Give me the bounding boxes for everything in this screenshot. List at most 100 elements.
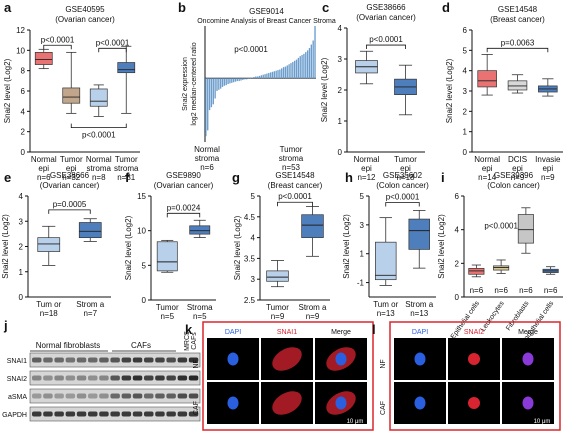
y-tick-label: 3 (360, 221, 365, 230)
y-tick-label: 0 (455, 293, 460, 302)
panel-title: GSE39396 (494, 171, 534, 180)
y-tick-label: 12 (16, 26, 25, 35)
category-label: stroma (87, 164, 112, 173)
blot-band (166, 357, 176, 363)
box-1 (408, 218, 430, 250)
scale-label: 10 μm (534, 419, 551, 425)
panel-title: GSE35602 (383, 171, 423, 180)
row-label: NF (193, 359, 200, 368)
nucleus (227, 352, 239, 366)
n-label: n=6 (544, 286, 558, 295)
waterfall-bar (292, 61, 294, 79)
y-axis-label: Snai2 level (Log2) (3, 58, 12, 123)
waterfall-bar (240, 78, 242, 81)
blot-band (132, 357, 143, 363)
n-label: n=9 (271, 312, 285, 321)
n-label: n=18 (40, 309, 59, 318)
group-label: stroma (279, 154, 304, 163)
blot-band (65, 411, 76, 417)
nucleus-stain (468, 353, 480, 365)
waterfall-bar (275, 70, 277, 79)
n-label: n=31 (117, 173, 136, 182)
waterfall-bar (271, 71, 274, 79)
box-1 (189, 225, 211, 235)
n-label: n=12 (357, 173, 376, 182)
blot-band (144, 411, 154, 417)
n-label: n=6 (37, 173, 51, 182)
p-value-label: p=0.0005 (53, 200, 87, 209)
y-tick-label: 3.5 (244, 254, 256, 263)
category-label: DCIS (508, 155, 527, 164)
waterfall-bar (277, 70, 279, 79)
blot-band (88, 393, 98, 399)
category-label: epi (512, 164, 523, 173)
p-value-label: p<0.0001 (386, 192, 420, 201)
y-tick-label: 10 (16, 46, 25, 55)
blot-band (54, 357, 64, 363)
panel-title: GSE9890 (166, 171, 201, 180)
category-label: Strom a (405, 300, 434, 309)
nucleus (522, 396, 534, 410)
category-label: Tumor (60, 155, 83, 164)
panel-letter: g (232, 170, 240, 185)
blot-band (65, 357, 76, 363)
blot-band (110, 411, 120, 417)
y-tick-label: 2 (463, 107, 468, 116)
blot-band (54, 393, 64, 399)
blot-band (121, 375, 132, 381)
waterfall-bar (245, 78, 248, 80)
waterfall-bar (294, 60, 296, 79)
waterfall-bar (210, 78, 213, 108)
blot-band (99, 393, 109, 399)
cell-body (272, 391, 302, 415)
significance-bracket (70, 123, 127, 128)
y-tick-label: 0 (463, 148, 468, 157)
panel-subtitle: (Colon cancer) (376, 181, 429, 190)
waterfall-bar (303, 53, 305, 79)
blot-group-label: CAFs (191, 332, 198, 350)
n-label: n=18 (396, 173, 415, 182)
blot-row-label: aSMA (8, 394, 27, 401)
waterfall-bar (299, 56, 301, 79)
waterfall-bar (255, 76, 257, 79)
blot-band (121, 411, 132, 417)
y-tick-label: 6 (21, 87, 26, 96)
nucleus (227, 396, 239, 410)
blot-band (32, 357, 42, 363)
y-tick-label: 1 (19, 268, 24, 277)
waterfall-bar (268, 72, 270, 79)
p-value-label: p<0.0001 (278, 192, 312, 201)
box-plot-panel-h: -1 1 3 5 GSE35602(Colon cancer) Snai2 level (… (342, 170, 436, 318)
box-1 (507, 80, 528, 91)
box-0 (375, 241, 397, 281)
n-label: n=6 (200, 163, 214, 172)
waterfall-bar (238, 78, 240, 82)
blot-band (99, 357, 109, 363)
blot-band (144, 375, 154, 381)
stain-label: Merge (331, 329, 351, 336)
blot-band (99, 411, 109, 417)
waterfall-bar (247, 78, 250, 79)
waterfall-panel-b: GSE9014 Oncomine Analysis of Breast Cance… (178, 0, 336, 172)
row-label: CAF (380, 401, 387, 415)
category-label: epi (482, 164, 493, 173)
waterfall-bar (227, 78, 229, 84)
y-tick-label: 1 (338, 117, 343, 126)
panel-title: GSE38666 (366, 3, 406, 12)
microscopy-panel-l: l DAPI SNAI2 Merge NF CAF 10 μm (372, 321, 561, 431)
waterfall-bar (218, 78, 220, 90)
blot-band (110, 357, 120, 363)
significance-bracket (366, 44, 406, 50)
y-tick-label: 2 (338, 86, 343, 95)
category-label: Fibroblasts (505, 300, 531, 332)
p-value-label: p<0.0001 (82, 131, 116, 140)
y-tick-label: 0 (21, 148, 26, 157)
waterfall-bar (257, 76, 259, 79)
waterfall-bar (234, 78, 237, 82)
category-label: epi (542, 164, 553, 173)
category-label: Tum or (373, 300, 398, 309)
blot-band (144, 393, 154, 399)
waterfall-bar (312, 40, 314, 79)
panel-subtitle: (Ovarian cancer) (154, 181, 214, 190)
p-value-label: p=0.0063 (501, 38, 535, 47)
